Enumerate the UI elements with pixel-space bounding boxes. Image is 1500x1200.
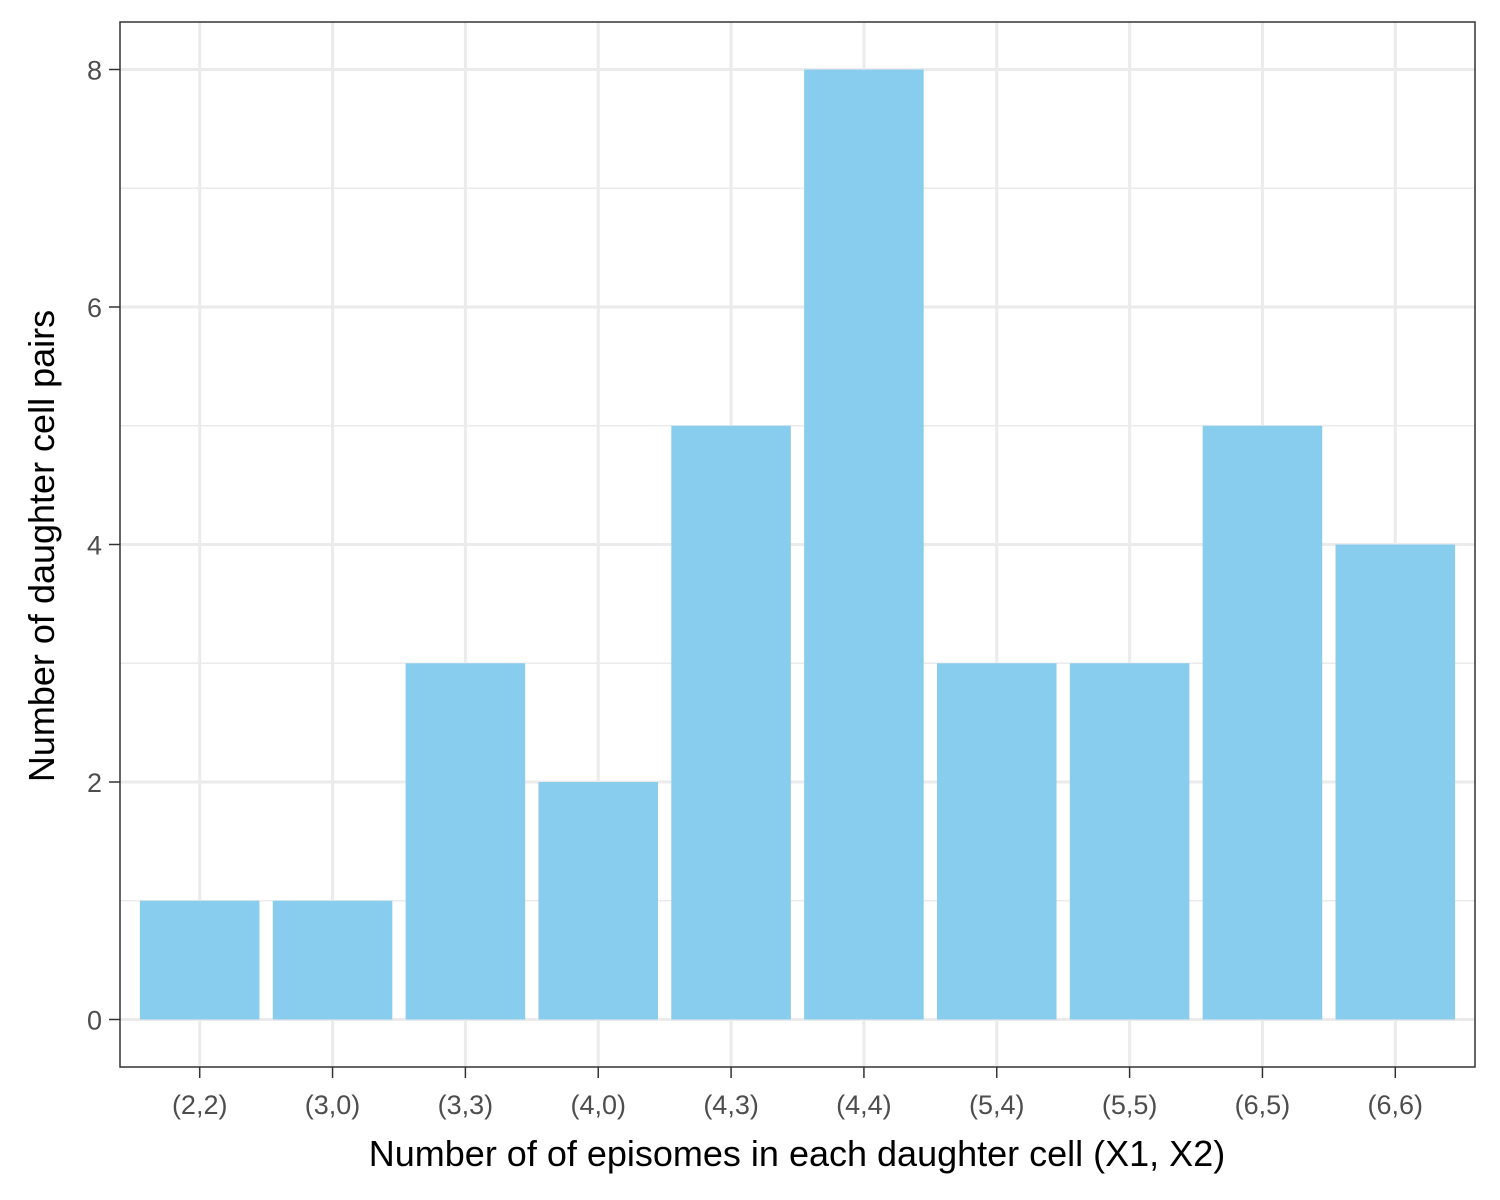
bar-(3,3) bbox=[405, 663, 526, 1020]
bar-(4,4) bbox=[804, 69, 924, 1020]
x-tick-label: (4,3) bbox=[703, 1090, 759, 1120]
x-tick-label: (5,5) bbox=[1102, 1090, 1158, 1120]
bar-(6,6) bbox=[1335, 544, 1456, 1020]
bar-(6,5) bbox=[1202, 425, 1323, 1020]
bar-(5,5) bbox=[1069, 663, 1190, 1020]
x-tick-label: (6,5) bbox=[1235, 1090, 1291, 1120]
x-axis-title: Number of of episomes in each daughter c… bbox=[369, 1133, 1225, 1174]
bar-(4,0) bbox=[538, 782, 659, 1020]
x-tick-label: (4,4) bbox=[836, 1090, 892, 1120]
bar-(4,3) bbox=[671, 425, 791, 1020]
bars bbox=[139, 69, 1456, 1020]
y-tick-label: 6 bbox=[87, 293, 102, 323]
y-axis-ticks: 0 2 4 6 8 bbox=[87, 56, 120, 1036]
x-tick-label: (4,0) bbox=[570, 1090, 626, 1120]
x-tick-label: (2,2) bbox=[172, 1090, 228, 1120]
y-tick-label: 8 bbox=[87, 56, 102, 86]
x-tick-label: (6,6) bbox=[1368, 1090, 1424, 1120]
x-tick-label: (3,3) bbox=[438, 1090, 494, 1120]
x-tick-label: (3,0) bbox=[305, 1090, 361, 1120]
bar-(5,4) bbox=[936, 663, 1057, 1020]
x-axis-ticks: (2,2) (3,0) (3,3) (4,0) (4,3) (4,4) (5,4) (5,5)… bbox=[172, 1067, 1423, 1120]
y-tick-label: 2 bbox=[87, 768, 102, 798]
x-tick-label: (5,4) bbox=[969, 1090, 1025, 1120]
bar-(2,2) bbox=[139, 900, 260, 1020]
y-axis-title: Number of daughter cell pairs bbox=[21, 310, 62, 782]
y-tick-label: 4 bbox=[87, 531, 102, 561]
y-tick-label: 0 bbox=[87, 1006, 102, 1036]
bar-(3,0) bbox=[272, 900, 393, 1020]
